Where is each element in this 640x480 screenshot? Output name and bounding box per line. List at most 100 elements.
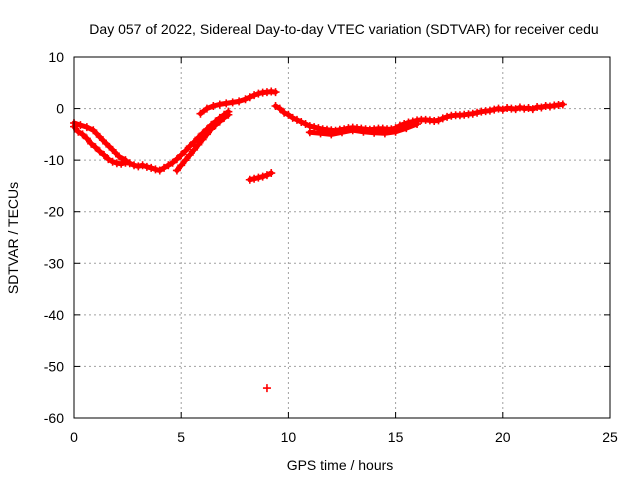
data-point bbox=[267, 169, 276, 178]
plot-frame bbox=[73, 56, 611, 419]
data-point bbox=[202, 130, 211, 139]
data-point bbox=[250, 174, 259, 183]
data-point bbox=[262, 171, 271, 180]
data-point bbox=[391, 127, 400, 136]
chart-title: Day 057 of 2022, Sidereal Day-to-day VTE… bbox=[89, 21, 598, 37]
data-point bbox=[297, 117, 306, 126]
data-point bbox=[215, 117, 224, 126]
y-tick-label: -10 bbox=[44, 152, 64, 168]
grid-lines bbox=[74, 57, 610, 418]
data-point bbox=[235, 97, 244, 106]
y-tick-label: 10 bbox=[48, 49, 64, 65]
data-point bbox=[160, 163, 169, 172]
x-tick-label: 0 bbox=[70, 429, 78, 445]
data-point bbox=[115, 152, 124, 161]
data-point bbox=[438, 114, 447, 123]
x-tick-label: 5 bbox=[177, 429, 185, 445]
data-point bbox=[190, 145, 199, 154]
data-point bbox=[202, 104, 211, 113]
data-point bbox=[209, 101, 218, 110]
data-point bbox=[177, 161, 186, 170]
data-point bbox=[181, 146, 190, 155]
data-point bbox=[172, 155, 181, 164]
data-point bbox=[498, 105, 507, 114]
data-point bbox=[147, 163, 156, 172]
data-point bbox=[215, 100, 224, 109]
data-point bbox=[245, 93, 254, 102]
y-tick-label: -20 bbox=[44, 204, 64, 220]
axis-ticks bbox=[73, 56, 611, 419]
data-point bbox=[545, 102, 554, 111]
data-point bbox=[275, 104, 284, 113]
data-point bbox=[327, 130, 336, 139]
x-tick-label: 25 bbox=[602, 429, 618, 445]
data-point bbox=[254, 173, 263, 182]
data-point bbox=[434, 116, 443, 125]
data-point bbox=[91, 143, 100, 152]
data-point bbox=[413, 120, 422, 129]
data-point bbox=[207, 125, 216, 134]
data-point bbox=[537, 103, 546, 112]
data-point bbox=[241, 95, 250, 104]
data-band bbox=[198, 89, 278, 117]
data-point bbox=[190, 138, 199, 147]
data-point bbox=[310, 123, 319, 132]
data-point bbox=[271, 101, 280, 110]
data-point bbox=[78, 130, 87, 139]
data-point bbox=[138, 161, 147, 170]
data-point bbox=[130, 161, 139, 170]
y-tick-label: -30 bbox=[44, 255, 64, 271]
data-point bbox=[301, 120, 310, 129]
data-point bbox=[511, 105, 520, 114]
data-point bbox=[185, 142, 194, 151]
data-point bbox=[82, 123, 91, 132]
data-point bbox=[473, 108, 482, 117]
series-sdtvar bbox=[70, 87, 567, 393]
x-tick-label: 10 bbox=[281, 429, 297, 445]
data-point bbox=[121, 156, 130, 165]
data-point bbox=[108, 145, 117, 154]
data-point bbox=[151, 165, 160, 174]
data-point bbox=[82, 134, 91, 143]
data-point bbox=[258, 172, 267, 181]
data-point bbox=[168, 158, 177, 167]
data-point bbox=[558, 100, 567, 109]
series-layer bbox=[70, 87, 567, 393]
data-point bbox=[100, 150, 109, 159]
data-point bbox=[95, 147, 104, 156]
x-tick-label: 20 bbox=[495, 429, 511, 445]
x-axis-label: GPS time / hours bbox=[287, 457, 394, 473]
data-point bbox=[134, 162, 143, 171]
data-point bbox=[104, 155, 113, 164]
data-point bbox=[102, 139, 111, 148]
data-point bbox=[196, 109, 205, 118]
data-point bbox=[164, 161, 173, 170]
data-point bbox=[224, 110, 233, 119]
data-point bbox=[284, 110, 293, 119]
data-point bbox=[194, 133, 203, 142]
y-tick-label: 0 bbox=[56, 101, 64, 117]
axis-tick-labels: 0 5 10 15 20 25 10 0 -10 -20 -30 -40 -50 -60 bbox=[44, 49, 618, 445]
data-point bbox=[370, 128, 379, 137]
data-point bbox=[443, 112, 452, 121]
data-point bbox=[172, 166, 181, 175]
y-tick-label: -40 bbox=[44, 307, 64, 323]
data-point bbox=[198, 135, 207, 144]
data-point bbox=[280, 108, 289, 117]
data-point bbox=[125, 159, 134, 168]
data-point bbox=[468, 109, 477, 118]
data-point bbox=[155, 166, 164, 175]
data-point bbox=[288, 113, 297, 122]
data-point bbox=[181, 156, 190, 165]
data-point bbox=[76, 121, 85, 130]
data-point bbox=[89, 126, 98, 135]
data-point bbox=[348, 126, 357, 135]
data-point bbox=[528, 105, 537, 114]
data-point bbox=[142, 162, 151, 171]
data-point bbox=[254, 89, 263, 98]
data-point bbox=[74, 127, 83, 136]
data-point bbox=[87, 139, 96, 148]
data-point bbox=[250, 91, 259, 100]
data-point bbox=[222, 99, 231, 108]
